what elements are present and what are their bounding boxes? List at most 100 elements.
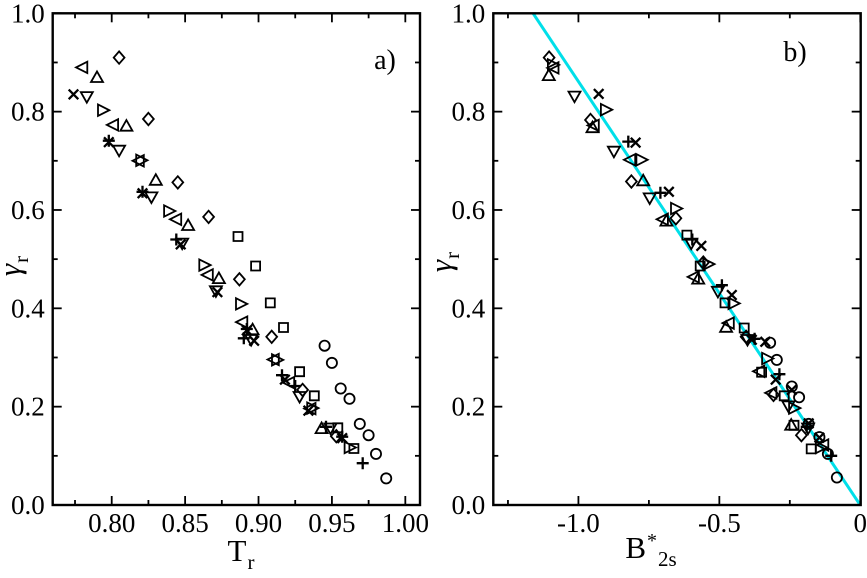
data-point-marker-triangle-down — [566, 90, 583, 105]
panel-a-letter: a) — [374, 45, 396, 76]
data-point-marker-circle — [770, 353, 783, 366]
data-point-marker-triangle-right — [135, 153, 150, 168]
data-point-marker-square — [308, 390, 320, 402]
x-tick-label: 0.85 — [161, 508, 208, 538]
data-point-marker-triangle-left — [265, 352, 280, 367]
x-tick-labels: 0.80 0.85 0.90 0.95 1.00 — [88, 508, 429, 538]
data-point-marker-diamond — [766, 387, 781, 403]
y-tick-label: 0.2 — [11, 392, 45, 422]
series-triangle-right — [546, 57, 830, 455]
y-tick-label: 0.6 — [11, 195, 45, 225]
data-point-marker-circle — [793, 391, 806, 404]
data-point-marker-triangle-right — [163, 203, 178, 219]
x-tick-label: -1.0 — [557, 508, 600, 538]
data-point-marker-cross — [695, 240, 707, 252]
y-tick-label: 0.8 — [11, 97, 45, 127]
gamma-symbol: γ — [423, 259, 458, 273]
data-point-marker-circle — [821, 447, 834, 460]
data-point-marker-triangle-left — [685, 269, 700, 285]
data-point-marker-triangle-down — [174, 237, 190, 252]
data-point-marker-triangle-left — [199, 267, 214, 283]
data-point-marker-triangle-left — [621, 152, 637, 167]
data-point-marker-triangle-right — [599, 102, 615, 117]
data-point-marker-triangle-up — [180, 217, 196, 231]
data-point-marker-circle — [353, 417, 366, 430]
data-point-marker-circle — [343, 392, 356, 405]
x-tick-label: 1.00 — [382, 508, 429, 538]
data-point-marker-square — [719, 297, 731, 309]
data-point-marker-plus — [773, 368, 786, 381]
data-point-marker-triangle-left — [74, 60, 89, 75]
data-point-marker-diamond — [329, 428, 343, 444]
y-tick-labels: 0.0 0.2 0.4 0.6 0.8 1.0 — [11, 0, 45, 520]
data-point-marker-triangle-up — [584, 119, 601, 134]
data-point-marker-diamond — [171, 174, 185, 190]
data-point-marker-plus — [276, 369, 288, 382]
series-triangle-up — [541, 67, 799, 431]
data-point-marker-diamond — [794, 427, 808, 443]
series-diamond — [112, 50, 343, 444]
y-tick-label: 0.4 — [11, 293, 45, 323]
data-point-marker-diamond — [202, 209, 216, 225]
data-point-marker-triangle-up — [718, 319, 734, 333]
temperature-subscript: r — [247, 550, 255, 574]
data-point-marker-triangle-right — [235, 296, 250, 312]
y-tick-label: 1.0 — [452, 0, 486, 28]
y-tick-label: 0.6 — [452, 195, 486, 225]
virial-subscript: 2s — [658, 547, 677, 571]
data-point-marker-circle — [785, 380, 798, 393]
data-point-marker-triangle-up — [635, 172, 651, 187]
gamma-subscript: r — [9, 255, 33, 263]
data-point-marker-diamond — [265, 329, 279, 345]
data-point-marker-plus — [622, 135, 635, 148]
data-point-marker-plus — [102, 134, 115, 147]
data-point-marker-cross — [663, 186, 675, 198]
data-point-marker-triangle-right — [635, 152, 650, 167]
data-point-marker-triangle-up — [541, 67, 557, 82]
panel-b: -1.0 -0.5 0 0.0 0.2 0.4 0.6 0.8 1.0 — [452, 0, 867, 538]
data-point-marker-cross — [593, 88, 605, 100]
data-point-marker-circle — [334, 382, 347, 395]
y-tick-label: 0.0 — [11, 490, 45, 520]
virial-superscript: * — [647, 530, 657, 552]
data-point-marker-circle — [813, 431, 826, 444]
x-tick-label: 0.90 — [235, 508, 282, 538]
data-point-marker-triangle-left — [130, 153, 145, 168]
panel-b-y-axis-label: γr — [423, 252, 465, 272]
data-point-marker-circle — [764, 336, 777, 349]
series-square — [232, 231, 360, 454]
data-point-marker-triangle-up — [690, 271, 706, 285]
data-point-marker-circle — [830, 471, 843, 484]
data-point-marker-triangle-down — [243, 334, 259, 348]
data-point-marker-circle — [362, 429, 375, 442]
data-point-marker-triangle-up — [314, 420, 330, 434]
virial-symbol: B — [625, 530, 646, 565]
y-tick-label: 0.8 — [452, 97, 486, 127]
data-point-marker-square — [681, 229, 693, 241]
data-point-marker-triangle-down — [606, 145, 622, 160]
data-point-marker-square — [788, 419, 800, 431]
data-point-marker-square — [348, 443, 360, 454]
data-point-marker-plus — [356, 457, 369, 470]
data-point-marker-diamond — [583, 112, 598, 128]
data-point-marker-square — [278, 322, 289, 333]
y-tick-label: 0.4 — [452, 293, 486, 323]
data-point-marker-triangle-up — [211, 270, 227, 284]
data-point-marker-circle — [380, 472, 393, 485]
data-point-marker-square — [332, 422, 344, 434]
data-point-marker-triangle-left — [302, 401, 317, 416]
gamma-subscript: r — [440, 251, 464, 259]
data-point-marker-diamond — [624, 173, 638, 190]
data-point-marker-triangle-up — [658, 213, 674, 227]
data-point-marker-triangle-right — [727, 296, 742, 311]
data-point-marker-diamond — [141, 111, 155, 127]
data-point-marker-plus — [825, 449, 838, 462]
data-point-marker-triangle-left — [234, 314, 249, 330]
panel-b-x-axis-label: B*2s — [625, 530, 676, 572]
y-tick-label: 1.0 — [11, 0, 45, 28]
data-point-marker-triangle-up — [148, 172, 164, 186]
data-point-marker-circle — [318, 339, 331, 352]
data-point-marker-circle — [802, 417, 815, 430]
fit-line-group — [531, 13, 861, 506]
